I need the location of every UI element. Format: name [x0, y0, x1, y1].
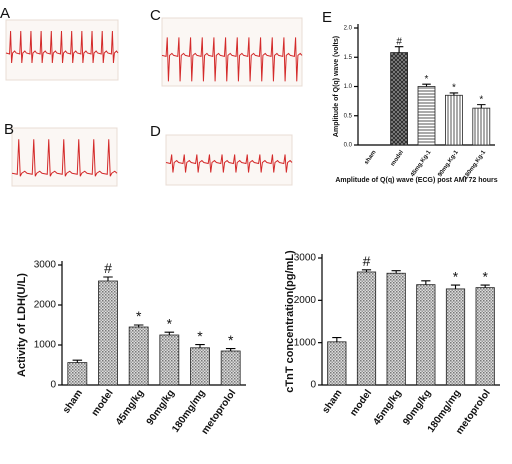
chart: 0 1000 2000 3000 Activity of LDH(U/L) sham # mo… [16, 260, 246, 437]
x-axis-label: Amplitude of Q(q) wave (ECG) post AMI 72… [335, 177, 497, 184]
ecg-trace [165, 154, 293, 173]
bar [190, 347, 210, 386]
error-bar [391, 270, 401, 274]
bar [220, 350, 241, 386]
error-bar [332, 337, 342, 342]
x-tick-label: sham [364, 150, 378, 166]
ecg-trace [161, 37, 303, 82]
panel-label: E [322, 9, 332, 26]
y-tick-label: 2000 [294, 295, 317, 306]
error-bar [361, 269, 372, 272]
y-tick-label: 2.0 [344, 26, 353, 32]
bar [390, 52, 408, 146]
bar [472, 107, 491, 146]
error-bar [394, 46, 404, 53]
y-tick-label: 1000 [294, 337, 317, 348]
bar [445, 94, 463, 146]
significance-marker: * [453, 268, 459, 284]
ecg-image [161, 17, 303, 87]
significance-marker: * [228, 332, 234, 348]
error-bar [133, 324, 144, 327]
significance-marker: # [396, 36, 402, 47]
y-axis-label: Activity of LDH(U/L) [16, 273, 28, 377]
bar [386, 272, 406, 386]
ecg-image [165, 134, 293, 186]
bar [327, 341, 347, 386]
panel-label: C [150, 7, 161, 24]
x-tick-label: model [90, 388, 116, 419]
error-bar [450, 284, 461, 289]
y-tick-label: 0 [310, 380, 316, 391]
x-tick-label: sham [61, 388, 85, 416]
y-tick-label: 1000 [34, 340, 57, 351]
y-axis-label: Amplitude of Q(q) wave (volts) [333, 36, 340, 137]
error-bar [422, 83, 431, 87]
y-axis-label: cTnT concentration(pg/mL) [284, 250, 296, 393]
y-tick-label: 0 [50, 380, 56, 391]
ecg-trace [5, 30, 119, 64]
ecg-traces: A B C D [0, 5, 303, 187]
y-tick-label: 3000 [34, 260, 57, 271]
y-tick-label: 1.5 [344, 55, 353, 61]
significance-marker: * [482, 268, 488, 284]
significance-marker: * [452, 83, 456, 94]
x-tick-label: model [390, 149, 405, 167]
significance-marker: * [136, 308, 142, 324]
y-tick-label: 0.0 [344, 143, 353, 149]
error-bar [103, 276, 113, 281]
significance-marker: * [167, 315, 173, 331]
bar [128, 326, 149, 386]
x-tick-label: model [348, 388, 374, 419]
significance-marker: * [425, 74, 429, 85]
error-bar [449, 92, 459, 96]
x-tick-label: 90mg/kg [145, 388, 177, 428]
y-tick-label: 3000 [294, 253, 317, 264]
bar [356, 271, 377, 386]
panel-label: B [4, 121, 14, 138]
x-tick-label: 45mg/kg [114, 388, 146, 428]
ecg-trace [11, 139, 118, 177]
significance-marker: * [197, 328, 203, 344]
error-bar [72, 359, 83, 363]
bar [475, 287, 495, 386]
panel-label: D [150, 123, 161, 140]
error-bar [421, 280, 431, 285]
significance-marker: # [363, 253, 371, 269]
x-tick-label: 45mg.Kg-1 [410, 149, 433, 178]
x-tick-label: 45mg/kg [372, 388, 404, 428]
error-bar [225, 348, 236, 351]
error-bar [164, 331, 175, 335]
bar [98, 280, 118, 386]
error-bar [477, 104, 486, 109]
panel-label: A [0, 5, 10, 22]
bar [67, 362, 88, 386]
x-tick-label: sham [320, 388, 344, 416]
bar [417, 86, 436, 146]
significance-marker: * [479, 94, 483, 105]
y-tick-label: 0.5 [344, 113, 353, 119]
y-tick-label: 1.0 [344, 84, 353, 90]
bar [159, 334, 180, 386]
x-tick-label: 90mg/kg [401, 388, 433, 428]
x-tick-label: 90mg.Kg-1 [437, 149, 460, 178]
y-tick-label: 2000 [34, 300, 57, 311]
significance-marker: # [104, 260, 112, 276]
bar [416, 284, 436, 386]
error-bar [480, 284, 490, 288]
bar [445, 288, 466, 386]
error-bar [195, 344, 205, 348]
chart: 0.0 0.5 1.0 1.5 2.0 Amplitude of Q(q) wave (v… [322, 9, 498, 184]
